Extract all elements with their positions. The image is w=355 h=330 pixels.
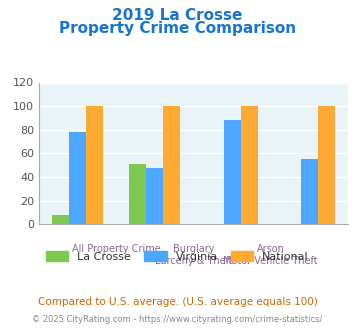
Text: © 2025 CityRating.com - https://www.cityrating.com/crime-statistics/: © 2025 CityRating.com - https://www.city… (32, 315, 323, 324)
Bar (301, 159, 318, 224)
Text: Larceny & Theft: Larceny & Theft (154, 256, 233, 266)
Bar (86, 106, 103, 224)
Bar (129, 164, 146, 224)
Text: 2019 La Crosse: 2019 La Crosse (112, 8, 243, 23)
Text: Property Crime Comparison: Property Crime Comparison (59, 21, 296, 36)
Bar (241, 106, 258, 224)
Bar (224, 120, 241, 224)
Text: Burglary: Burglary (173, 244, 214, 254)
Text: Arson: Arson (257, 244, 285, 254)
Bar (163, 106, 180, 224)
Bar (52, 215, 69, 224)
Text: Motor Vehicle Theft: Motor Vehicle Theft (223, 256, 318, 266)
Bar (146, 168, 163, 224)
Text: All Property Crime: All Property Crime (72, 244, 160, 254)
Bar (69, 132, 86, 224)
Text: Compared to U.S. average. (U.S. average equals 100): Compared to U.S. average. (U.S. average … (38, 297, 317, 307)
Legend: La Crosse, Virginia, National: La Crosse, Virginia, National (42, 247, 313, 267)
Bar (318, 106, 335, 224)
